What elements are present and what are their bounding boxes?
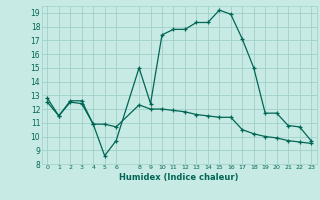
X-axis label: Humidex (Indice chaleur): Humidex (Indice chaleur) <box>119 173 239 182</box>
